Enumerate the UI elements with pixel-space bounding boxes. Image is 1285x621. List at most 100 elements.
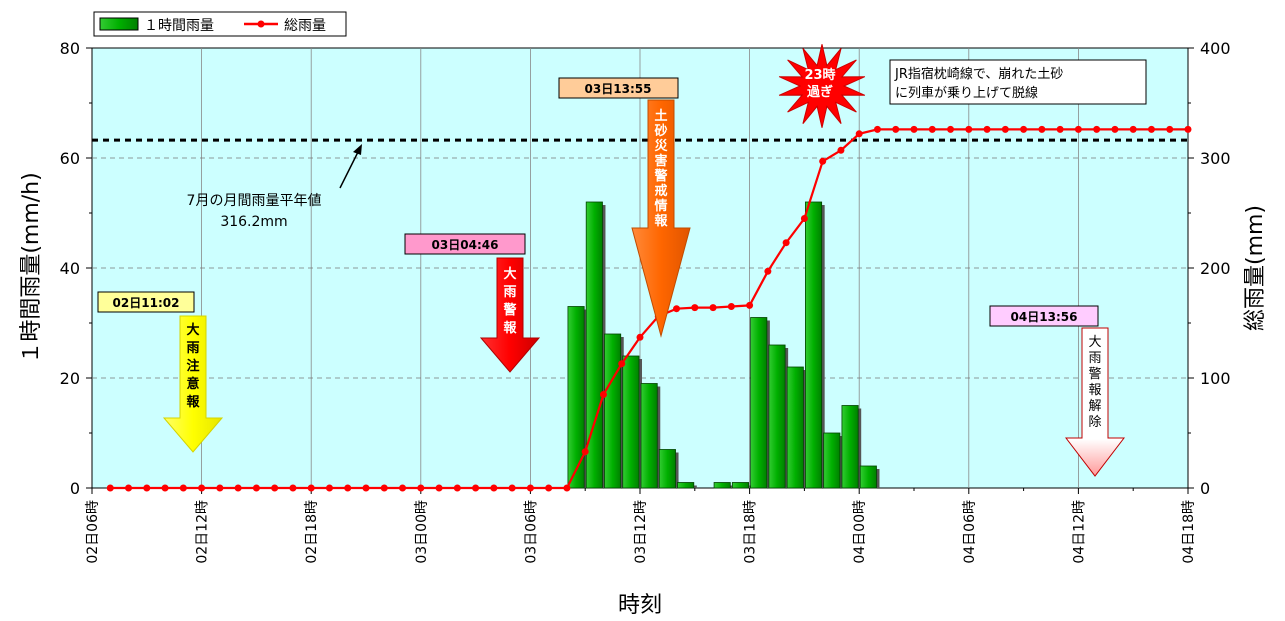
total-rain-point [125, 484, 133, 492]
total-rain-point [983, 125, 991, 133]
total-rain-point [179, 484, 187, 492]
event-text-4: 大雨警報解除 [1088, 335, 1101, 430]
event-time-4: 04日13:56 [1011, 310, 1078, 324]
x-tick-label: 02日06時 [85, 500, 101, 564]
total-rain-point [508, 484, 516, 492]
total-rain-point [143, 484, 151, 492]
total-rain-point [892, 125, 900, 133]
rain-bar [640, 383, 658, 489]
x-tick-label: 04日12時 [1071, 500, 1087, 564]
y-left-tick-label: 40 [60, 259, 80, 278]
event-text-2: 大雨警報 [503, 266, 517, 336]
legend-bar-label: １時間雨量 [144, 18, 214, 34]
x-tick-label: 02日12時 [195, 500, 211, 564]
total-rain-point [636, 333, 644, 341]
event-text-1: 大雨注意報 [186, 322, 200, 410]
hourly-rain-bars [567, 201, 880, 489]
total-rain-line [106, 125, 1192, 492]
x-tick-label: 03日18時 [743, 500, 759, 564]
total-rain-point [198, 484, 206, 492]
rain-bar [585, 201, 603, 489]
x-title: 時刻 [618, 593, 662, 618]
rain-bar [604, 333, 622, 489]
axis-ticks: 02日06時 02日12時 02日18時 03日00時 03日06時 03日12時 03日1… [60, 39, 1231, 564]
total-rain-point [417, 484, 425, 492]
total-rain-point [837, 146, 845, 154]
total-rain-point [1147, 125, 1155, 133]
total-rain-point [526, 484, 534, 492]
legend-line-marker [257, 20, 265, 28]
rain-bar [658, 449, 676, 489]
total-rain-point [252, 484, 260, 492]
total-rain-point [307, 484, 315, 492]
total-rain-point [764, 267, 772, 275]
total-rain-point [490, 484, 498, 492]
event-landslide-alert: 03日13:55 土砂災害警戒情報 [558, 77, 691, 338]
y-left-title: １時間雨量(mm/h) [19, 172, 44, 363]
burst-text-2: 過ぎ [806, 84, 833, 100]
rain-bar [731, 482, 749, 489]
total-rain-point [910, 125, 918, 133]
rain-bar [823, 432, 841, 489]
event-text-3: 土砂災害警戒情報 [653, 108, 668, 229]
y-right-tick-label: 0 [1200, 479, 1210, 498]
total-rain-point [234, 484, 242, 492]
total-rain-point [563, 484, 571, 492]
total-rain-point [947, 125, 955, 133]
y-right-title: 総雨量(mm) [1243, 205, 1268, 331]
normal-label-pointer [339, 147, 361, 189]
y-left-tick-label: 20 [60, 369, 80, 388]
normal-label-pointer-head [353, 144, 362, 155]
event-heavy-rain-warning: 03日04:46 大雨警報 [404, 233, 541, 373]
rain-bar [622, 355, 640, 489]
total-rain-point [800, 215, 808, 222]
rain-bar [677, 482, 695, 489]
derailment-note: JR指宿枕崎線で、崩れた土砂 に列車が乗り上げて脱線 [889, 59, 1147, 105]
rain-bar [786, 366, 804, 489]
total-rain-point [873, 125, 881, 133]
x-tick-label: 02日18時 [304, 500, 320, 564]
total-rain-point [472, 484, 480, 492]
total-rain-point [271, 484, 279, 492]
total-rain-point [1129, 125, 1137, 133]
legend-line-label: 総雨量 [284, 18, 326, 34]
legend: １時間雨量 総雨量 [93, 11, 347, 37]
normal-label-line2: 316.2mm [220, 214, 287, 230]
x-tick-label: 03日06時 [523, 500, 539, 564]
event-time-3: 03日13:55 [585, 82, 652, 96]
total-rain-point [581, 448, 589, 456]
total-rain-point [545, 484, 553, 492]
total-rain-point [453, 484, 461, 492]
rain-bar [859, 465, 877, 489]
total-rain-point [1093, 125, 1101, 133]
x-tick-label: 04日00時 [852, 500, 868, 564]
total-rain-point [727, 303, 735, 310]
total-rain-point [161, 484, 169, 492]
total-rain-point [1111, 125, 1119, 133]
y-left-tick-label: 80 [60, 39, 80, 58]
rain-bar [750, 317, 768, 489]
total-rain-point [673, 305, 681, 313]
total-rain-point [1056, 125, 1064, 133]
x-tick-label: 04日06時 [962, 500, 978, 564]
event-warning-lifted: 04日13:56 大雨警報解除 [989, 305, 1126, 477]
y-left-tick-label: 0 [70, 479, 80, 498]
event-time-1: 02日11:02 [113, 296, 180, 310]
normal-label-line1: 7月の月間雨量平年値 [187, 193, 322, 209]
total-rain-point [399, 484, 407, 492]
total-rain-point [1184, 125, 1192, 133]
total-rain-point [618, 360, 626, 368]
total-rain-point [380, 484, 388, 492]
y-right-tick-label: 100 [1200, 369, 1231, 388]
event-heavy-rain-advisory: 02日11:02 大雨注意報 [97, 291, 224, 453]
total-rain-point [106, 484, 114, 492]
rain-bar [768, 344, 786, 489]
total-rain-point [325, 484, 333, 492]
total-rain-point [362, 484, 370, 492]
rain-bar [841, 405, 859, 489]
x-tick-label: 04日18時 [1181, 500, 1197, 564]
rain-bar [713, 482, 731, 489]
total-rain-point [819, 157, 827, 165]
note-line2: に列車が乗り上げて脱線 [895, 85, 1038, 101]
